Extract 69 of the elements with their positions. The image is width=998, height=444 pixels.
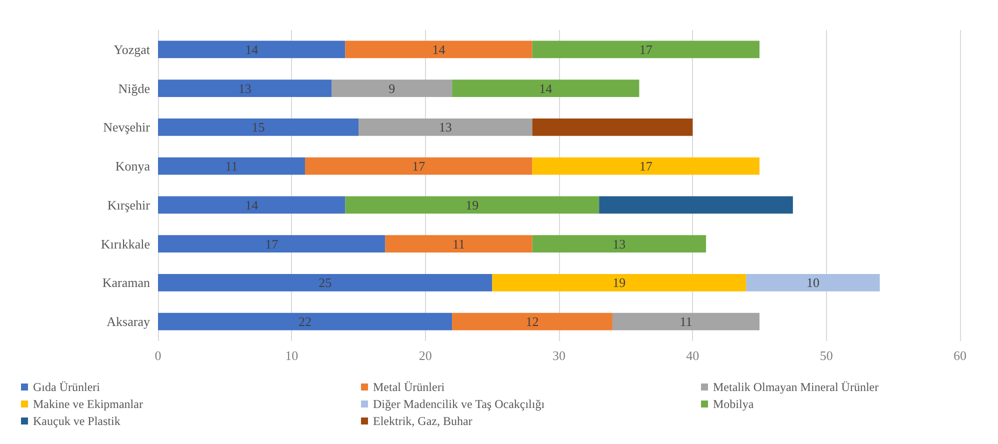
bar: [492, 274, 746, 292]
x-tick-label: 60: [954, 348, 966, 363]
legend-label: Diğer Madencilik ve Taş Ocakçılığı: [373, 397, 546, 411]
data-label: 9: [388, 80, 396, 96]
legend-label: Mobilya: [713, 397, 754, 411]
y-tick-label: Kırıkkale: [100, 236, 150, 252]
bar: [385, 235, 532, 253]
legend-label: Metalik Olmayan Mineral Ürünler: [713, 380, 879, 394]
bar: [612, 312, 760, 330]
data-label: 11: [680, 314, 692, 330]
data-label: 14: [245, 42, 259, 57]
data-label: 13: [238, 80, 252, 96]
bar: [452, 80, 640, 98]
x-tick-label: 40: [686, 348, 700, 363]
bar: [599, 196, 793, 214]
bar: [746, 274, 880, 292]
data-label: 11: [452, 236, 466, 252]
bar: [532, 40, 760, 58]
data-label: 10: [806, 275, 820, 290]
x-tick-label: 10: [285, 348, 298, 363]
bar: [158, 40, 346, 58]
bar: [158, 274, 492, 292]
data-label: 14: [245, 197, 259, 212]
data-label: 12: [526, 314, 539, 330]
legend-label: Metal Ürünleri: [373, 380, 446, 394]
legend-label: Makine ve Ekipmanlar: [33, 397, 143, 411]
x-tick-label: 0: [154, 348, 162, 363]
bar: [332, 80, 452, 98]
bar: [452, 312, 612, 330]
data-label: 22: [298, 314, 312, 330]
data-label: 13: [612, 236, 626, 252]
y-tick-label: Nevşehir: [103, 120, 151, 135]
bar: [358, 118, 532, 136]
bar: [532, 118, 693, 136]
data-label: 14: [539, 80, 553, 96]
x-tick-label: 30: [552, 348, 566, 363]
data-label: 13: [438, 120, 452, 135]
data-label: 11: [225, 158, 238, 174]
legend-label: Kauçuk ve Plastik: [33, 414, 120, 428]
legend-label: Elektrik, Gaz, Buhar: [373, 414, 472, 428]
data-label: 19: [466, 197, 479, 212]
bar: [158, 157, 306, 175]
y-tick-label: Aksaray: [106, 314, 150, 330]
bar: [532, 235, 706, 253]
legend-label: Gıda Ürünleri: [33, 380, 101, 394]
bar: [345, 196, 600, 214]
y-tick-label: Kırşehir: [107, 197, 151, 212]
data-label: 17: [639, 158, 653, 174]
y-tick-label: Karaman: [102, 275, 150, 290]
bar: [158, 80, 332, 98]
bar: [345, 40, 532, 58]
data-label: 25: [318, 275, 332, 290]
bar: [158, 235, 386, 253]
y-tick-label: Yozgat: [114, 42, 150, 57]
y-tick-label: Niğde: [118, 80, 150, 96]
data-label: 17: [639, 42, 653, 57]
bar: [158, 118, 358, 136]
bar: [532, 157, 760, 175]
bar: [158, 312, 452, 330]
y-tick-label: Konya: [115, 158, 150, 174]
x-tick-label: 50: [820, 348, 833, 363]
bar: [305, 157, 532, 175]
data-label: 15: [252, 120, 265, 135]
data-label: 19: [612, 275, 626, 290]
data-label: 17: [265, 236, 279, 252]
bar: [158, 196, 346, 214]
data-label: 14: [432, 42, 446, 57]
data-label: 17: [412, 158, 426, 174]
x-tick-label: 20: [418, 348, 432, 363]
